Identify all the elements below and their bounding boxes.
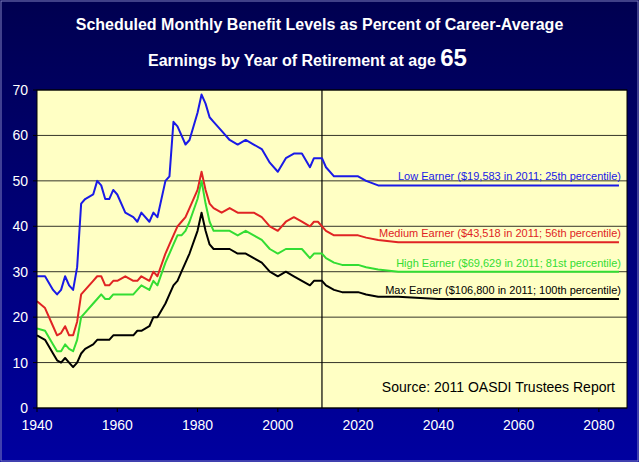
y-tick-label: 70 xyxy=(12,82,28,98)
x-tick xyxy=(598,408,599,412)
x-tick-label: 1960 xyxy=(102,417,133,433)
x-tick-label: 2040 xyxy=(423,417,454,433)
plot-marks xyxy=(37,90,619,408)
y-tick-label: 30 xyxy=(12,264,28,280)
y-tick xyxy=(33,180,37,181)
y-tick-label: 60 xyxy=(12,127,28,143)
grid-line xyxy=(37,317,627,318)
x-tick-label: 1980 xyxy=(182,417,213,433)
x-tick xyxy=(117,408,118,412)
series-label: Low Earner ($19,583 in 2011; 25th percen… xyxy=(398,170,621,182)
subtitle-text: Earnings by Year of Retirement at age xyxy=(148,52,440,69)
y-tick-label: 50 xyxy=(12,173,28,189)
y-tick-label: 10 xyxy=(12,355,28,371)
x-tick xyxy=(197,408,198,412)
y-tick xyxy=(33,226,37,227)
y-tick xyxy=(33,362,37,363)
series-label: Max Earner ($106,800 in 2011; 100th perc… xyxy=(385,284,621,296)
grid-line xyxy=(37,135,627,136)
y-tick xyxy=(33,317,37,318)
y-tick-label: 40 xyxy=(12,218,28,234)
reference-line xyxy=(321,90,322,408)
plot-area xyxy=(37,90,627,408)
y-tick xyxy=(33,271,37,272)
x-tick-label: 1940 xyxy=(21,417,52,433)
series-labels: Low Earner ($19,583 in 2011; 25th percen… xyxy=(379,170,621,296)
x-tick-label: 2000 xyxy=(262,417,293,433)
y-tick-label: 20 xyxy=(12,309,28,325)
plot-frame xyxy=(37,90,627,408)
x-tick xyxy=(358,408,359,412)
x-tick-label: 2060 xyxy=(503,417,534,433)
x-tick-label: 2020 xyxy=(343,417,374,433)
outer-border xyxy=(1,1,638,461)
x-tick xyxy=(277,408,278,412)
subtitle: Earnings by Year of Retirement at age 65 xyxy=(148,44,467,71)
x-tick xyxy=(37,408,38,412)
x-tick-label: 2080 xyxy=(583,417,614,433)
series-label: Medium Earner ($43,518 in 2011; 56th per… xyxy=(379,227,621,239)
source: Source: 2011 OASDI Trustees Report xyxy=(382,379,615,395)
series-line xyxy=(37,172,619,336)
retirement-age: 65 xyxy=(440,44,467,71)
y-tick xyxy=(33,90,37,91)
grid-line xyxy=(37,362,627,363)
x-tick xyxy=(518,408,519,412)
y-tick xyxy=(33,135,37,136)
title: Scheduled Monthly Benefit Levels as Perc… xyxy=(76,16,564,33)
chart: Scheduled Monthly Benefit Levels as Perc… xyxy=(0,0,639,462)
background xyxy=(0,0,639,462)
series-label: High Earner ($69,629 in 2011; 81st perce… xyxy=(396,257,621,269)
y-tick xyxy=(33,408,37,409)
x-tick xyxy=(438,408,439,412)
y-tick-label: 0 xyxy=(20,400,28,416)
